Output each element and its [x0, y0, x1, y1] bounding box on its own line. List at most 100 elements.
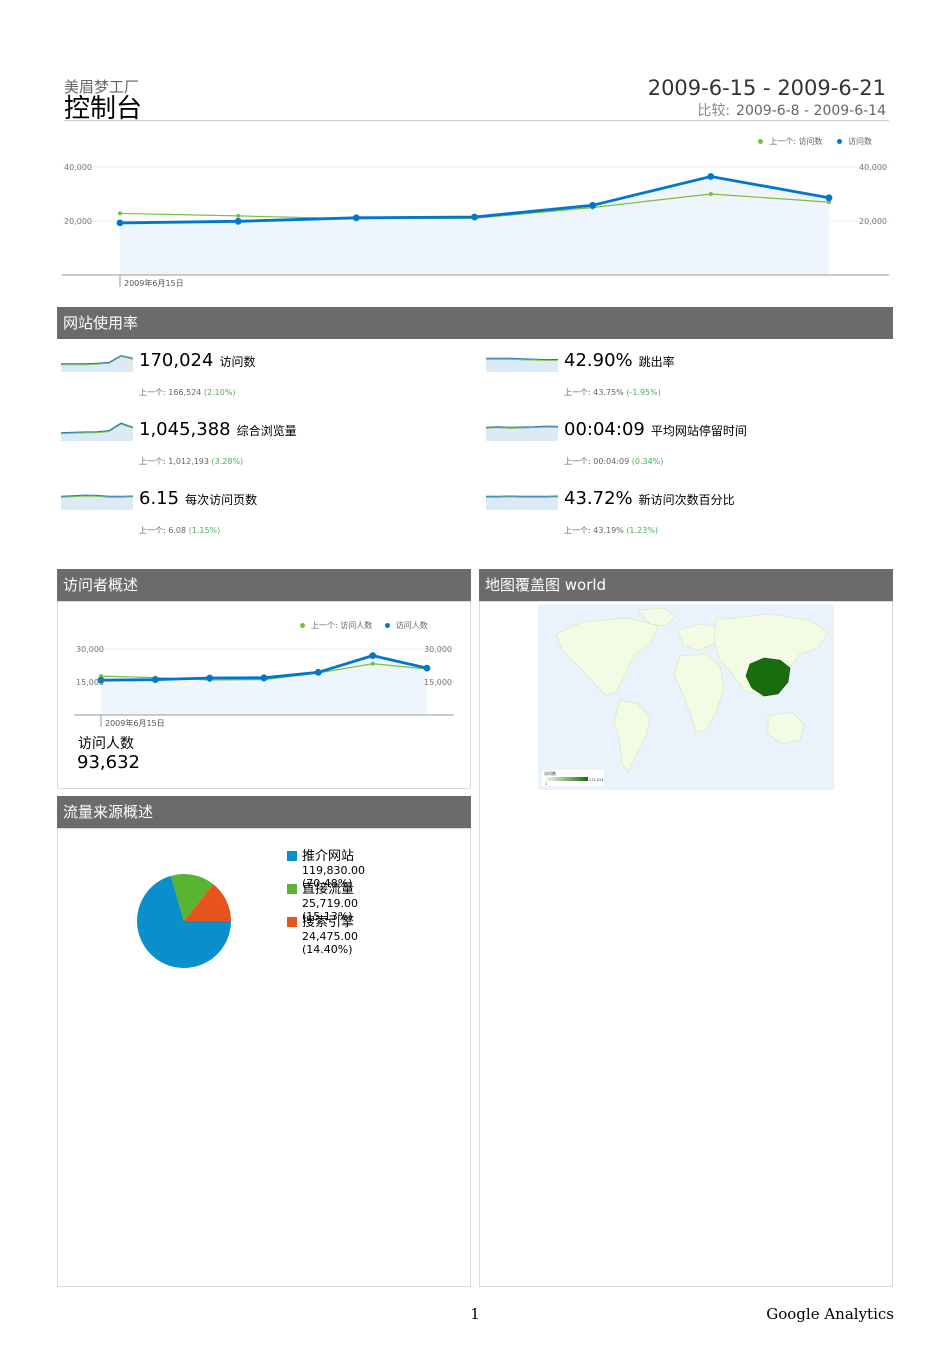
data-point-current[interactable] — [707, 173, 715, 180]
metric-value: 1,045,388 综合浏览量 — [139, 419, 297, 440]
metric-previous-label: 上一个: — [564, 388, 591, 397]
data-point-current[interactable] — [151, 676, 159, 683]
traffic-panel — [57, 828, 471, 1287]
map-section-header: 地图覆盖图 world — [479, 569, 893, 601]
data-point-current[interactable] — [234, 217, 242, 225]
metric-number: 1,045,388 — [139, 419, 231, 440]
legend-current-label: 访问人数 — [395, 621, 428, 630]
compare-dates: 2009-6-8 - 2009-6-14 — [736, 103, 886, 119]
pie-legend-item[interactable]: 搜索引擎 24,475.00 (14.40%) — [287, 911, 358, 956]
sparkline-previous — [61, 356, 133, 366]
map-south-america — [613, 699, 651, 773]
legend-current-dot — [837, 139, 842, 144]
data-point-current[interactable] — [369, 652, 377, 659]
sparkline-previous — [486, 358, 558, 362]
data-point-previous[interactable] — [370, 661, 375, 666]
x-tick-label: 2009年6月15日 — [105, 718, 165, 728]
metric-previous-value: 6.08 — [168, 526, 187, 535]
legend-previous-label: 上一个: 访问人数 — [311, 621, 373, 630]
sparkline-previous — [61, 423, 133, 435]
pie-slice-1[interactable] — [170, 873, 214, 921]
metric-number: 42.90% — [564, 350, 633, 371]
data-point-current[interactable] — [352, 214, 360, 222]
sparkline-area — [61, 495, 133, 510]
y-tick-label-left: 15,000 — [76, 678, 104, 687]
legend-current-dot — [384, 623, 390, 628]
visitors-label: 访问人数 — [78, 736, 134, 752]
visitors-chart-legend: 上一个: 访问人数 访问人数 — [294, 620, 428, 631]
metric-change: (0.34%) — [631, 457, 664, 466]
data-point-previous[interactable] — [236, 213, 241, 218]
data-point-current[interactable] — [97, 676, 105, 684]
metric-previous-label: 上一个: — [139, 457, 166, 466]
map-europe — [677, 623, 719, 651]
data-point-previous[interactable] — [708, 192, 713, 196]
metric-5[interactable]: 43.72% 新访问次数百分比 上一个: 43.19% (1.23%) — [482, 488, 882, 548]
metric-1[interactable]: 42.90% 跳出率 上一个: 43.75% (-1.95%) — [482, 350, 882, 410]
sparkline-current — [61, 494, 133, 497]
visitors-line-chart[interactable]: 30,000 30,000 15,000 15,000 2009年6月15日 — [58, 634, 470, 754]
pie-legend-item[interactable]: 直接流量 25,719.00 (15.13%) — [287, 878, 358, 923]
current-area-fill — [101, 655, 427, 715]
metric-previous: 上一个: 166,524 (2.10%) — [139, 387, 236, 398]
traffic-section-header: 流量来源概述 — [57, 796, 471, 828]
sparkline-area — [486, 496, 558, 510]
data-point-current[interactable] — [825, 194, 833, 202]
x-tick-label: 2009年6月15日 — [124, 278, 184, 288]
compare-range: 比较: 2009-6-8 - 2009-6-14 — [697, 100, 886, 120]
metric-4[interactable]: 6.15 每次访问页数 上一个: 6.08 (1.15%) — [57, 488, 457, 548]
data-point-current[interactable] — [260, 674, 268, 682]
data-point-current[interactable] — [471, 213, 478, 221]
traffic-pie-chart[interactable] — [129, 866, 239, 976]
pie-legend-item[interactable]: 推介网站 119,830.00 (70.48%) — [287, 845, 365, 890]
metric-label: 跳出率 — [638, 355, 675, 369]
metric-sparkline — [61, 354, 133, 372]
metric-previous-value: 43.19% — [593, 526, 624, 535]
visits-line-chart[interactable]: 40,000 40,000 20,000 20,000 2009年6月15日 — [60, 134, 890, 294]
metric-previous-label: 上一个: — [139, 526, 166, 535]
date-range[interactable]: 2009-6-15 - 2009-6-21 — [647, 76, 886, 100]
metric-change: (2.10%) — [203, 388, 236, 397]
legend-value: 24,475.00 (14.40%) — [302, 930, 358, 956]
legend-swatch — [287, 851, 297, 861]
metric-value: 00:04:09 平均网站停留时间 — [564, 419, 747, 440]
map-legend-min: 1 — [545, 782, 547, 786]
sparkline-current — [486, 425, 558, 428]
metric-3[interactable]: 00:04:09 平均网站停留时间 上一个: 00:04:09 (0.34%) — [482, 419, 882, 479]
data-point-previous[interactable] — [827, 200, 831, 205]
legend-previous-dot — [758, 139, 764, 144]
metric-2[interactable]: 1,045,388 综合浏览量 上一个: 1,012,193 (3.28%) — [57, 419, 457, 479]
metric-label: 每次访问页数 — [185, 493, 258, 507]
metric-previous-value: 00:04:09 — [593, 457, 630, 466]
legend-value: 119,830.00 (70.48%) — [302, 864, 365, 890]
usage-metrics: 170,024 访问数上一个: 166,524 (2.10%) 42.90% 跳出率上… — [57, 350, 893, 550]
metric-sparkline — [486, 495, 558, 510]
world-map[interactable]: 访问数 1 171,024 — [538, 604, 834, 790]
pie-slice-0[interactable] — [137, 875, 231, 968]
map-legend-label: 访问数 — [544, 770, 556, 776]
metric-0[interactable]: 170,024 访问数上一个: 166,524 (2.10%) — [57, 350, 457, 410]
legend-name: 推介网站 — [302, 849, 355, 864]
metric-previous-value: 1,012,193 — [168, 457, 209, 466]
metric-label: 综合浏览量 — [236, 424, 297, 438]
y-tick-label-right: 30,000 — [424, 645, 452, 654]
metric-number: 6.15 — [139, 488, 180, 509]
metric-previous: 上一个: 43.19% (1.23%) — [564, 525, 658, 536]
data-point-current[interactable] — [589, 201, 597, 209]
data-point-current[interactable] — [116, 219, 124, 227]
data-point-current[interactable] — [314, 668, 322, 676]
metric-sparkline — [486, 425, 558, 441]
data-point-current[interactable] — [206, 674, 214, 682]
map-africa — [673, 653, 725, 733]
compare-label: 比较: — [697, 103, 731, 119]
y-tick-label-right: 40,000 — [859, 163, 887, 172]
legend-previous-label: 上一个: 访问数 — [769, 137, 823, 146]
legend-value: 25,719.00 (15.13%) — [302, 897, 358, 923]
data-point-current[interactable] — [423, 664, 431, 672]
metric-value: 170,024 访问数 — [139, 350, 255, 371]
data-point-previous[interactable] — [118, 211, 122, 216]
pie-slice-2[interactable] — [184, 884, 232, 922]
legend-name: 搜索引擎 — [302, 915, 355, 930]
page-title: 控制台 — [64, 94, 143, 124]
metric-label: 新访问次数百分比 — [638, 493, 735, 507]
